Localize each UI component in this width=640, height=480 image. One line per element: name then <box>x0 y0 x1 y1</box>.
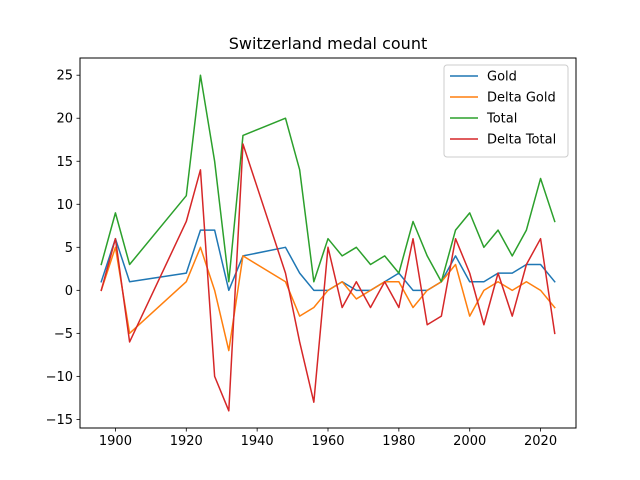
y-tick-label: −5 <box>54 327 73 342</box>
y-tick-label: 10 <box>56 198 73 213</box>
y-tick-label: 0 <box>65 284 73 299</box>
x-tick-label: 1980 <box>382 434 415 449</box>
series-layer <box>100 74 556 412</box>
y-tick-label: 15 <box>56 155 73 170</box>
legend-label: Total <box>486 112 517 127</box>
x-tick-label: 1960 <box>311 434 344 449</box>
y-tick-label: −15 <box>46 413 73 428</box>
series-line-total <box>100 74 556 283</box>
x-axis: 1900 1920 1940 1960 1980 2000 2020 <box>99 428 557 449</box>
x-tick-label: 2000 <box>453 434 486 449</box>
legend: Gold Delta Gold Total Delta Total <box>443 64 569 158</box>
y-tick-label: 25 <box>56 69 73 84</box>
x-tick-label: 1920 <box>170 434 203 449</box>
legend-label: Gold <box>487 70 517 85</box>
x-tick-label: 1900 <box>99 434 132 449</box>
legend-label: Delta Gold <box>487 91 556 106</box>
legend-box <box>443 64 569 158</box>
x-tick-label: 1940 <box>241 434 274 449</box>
x-tick-label: 2020 <box>524 434 557 449</box>
series-line-delta-total <box>100 143 556 412</box>
y-tick-label: 5 <box>65 241 73 256</box>
y-tick-label: 20 <box>56 112 73 127</box>
series-line-gold <box>100 229 556 292</box>
y-axis: −15 −10 −5 0 5 10 15 20 25 <box>46 69 80 428</box>
legend-label: Delta Total <box>487 133 556 148</box>
chart-title: Switzerland medal count <box>229 34 427 53</box>
y-tick-label: −10 <box>46 370 73 385</box>
series-line-delta-gold <box>100 246 556 352</box>
